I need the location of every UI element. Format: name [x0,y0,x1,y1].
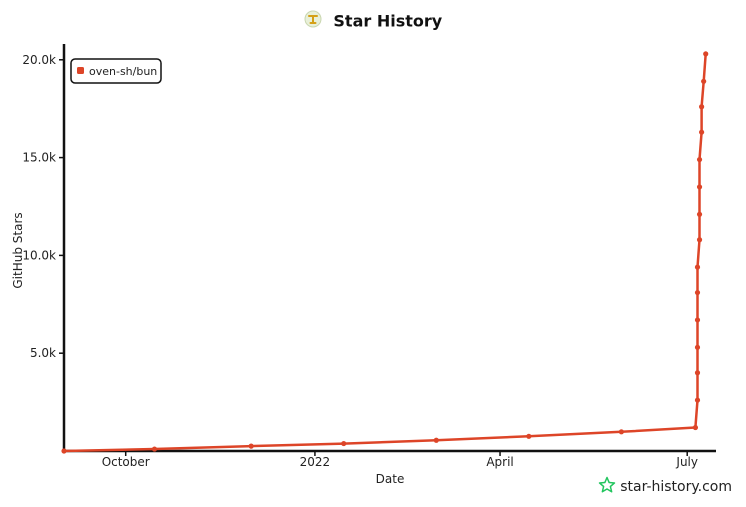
x-tick-label: July [675,455,698,469]
series-point [703,51,709,57]
chart-ticks: 5.0k 10.0k 15.0k 20.0k October 2022 April July [22,53,698,469]
y-axis-label: GitHub Stars [11,212,25,288]
series-point [526,433,532,439]
brand-text: star-history.com [620,479,732,495]
y-tick-label: 5.0k [30,346,56,360]
chart-series [61,51,709,454]
star-history-logo-icon [304,10,322,32]
series-point [694,370,701,376]
series-line [62,52,707,453]
series-point [692,424,699,431]
series-point [701,78,707,84]
chart-axes [62,44,716,453]
y-tick-label: 20.0k [22,53,56,67]
x-tick-label: 2022 [300,455,331,469]
legend-swatch [77,67,84,74]
chart-title-wrap: Star History [0,10,746,32]
series-point [696,156,703,163]
series-point [699,104,705,110]
series-point [151,446,158,452]
series-point [694,317,701,323]
chart-legend: oven-sh/bun [70,58,162,84]
y-tick-label: 15.0k [22,151,56,165]
x-tick-label: October [102,455,150,469]
chart-title: Star History [333,11,443,31]
series-point [694,289,701,296]
series-point [694,397,701,403]
series-point [699,129,705,135]
y-tick-label: 10.0k [22,248,56,262]
series-point [248,443,254,449]
x-axis-label: Date [376,472,405,486]
series-point [61,448,67,454]
x-tick-label: April [486,455,513,469]
series-point [696,211,703,217]
legend-label: oven-sh/bun [89,65,157,78]
series-point [618,429,624,435]
series-point [341,440,347,447]
series-point [694,264,701,270]
series-point [694,344,701,350]
series-point [696,184,703,190]
star-history-brand-icon [598,476,620,498]
series-point [433,437,439,443]
legend-box [70,58,162,84]
series-point [696,237,703,243]
brand-link[interactable]: star-history.com [598,476,732,498]
